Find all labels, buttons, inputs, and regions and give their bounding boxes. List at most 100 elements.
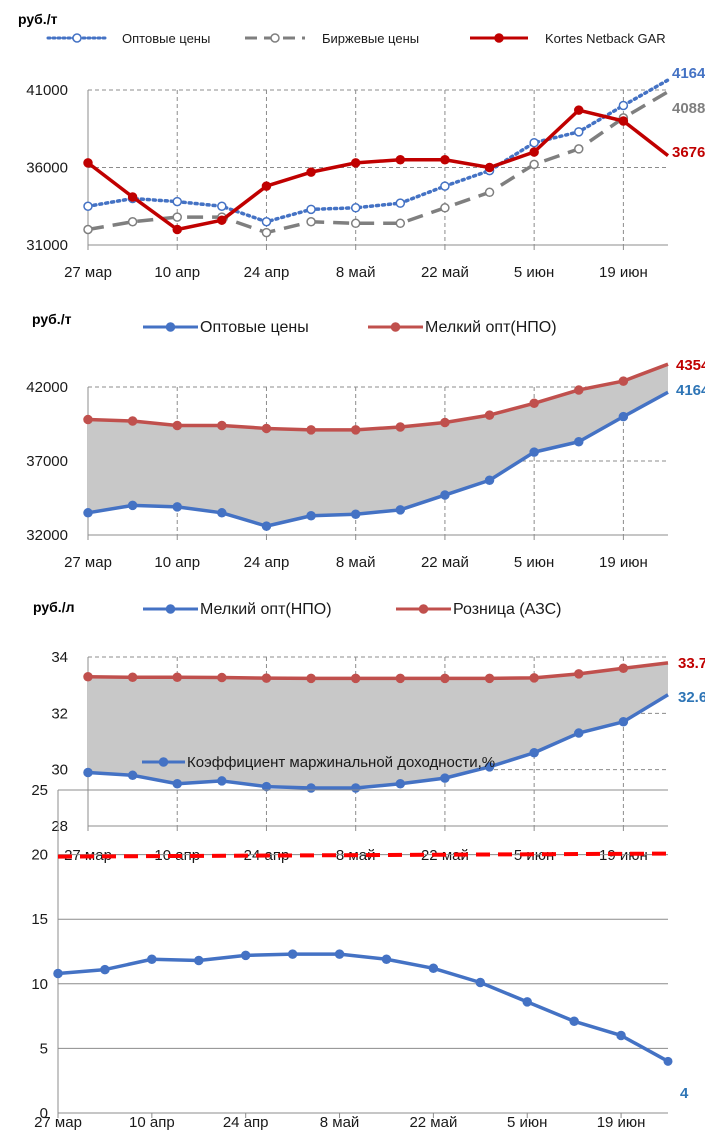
data-point [350,673,361,684]
data-point [395,673,406,684]
series-2: 43541 Мелкий опт(НПО) [83,319,705,435]
series-1: 41645 Оптовые цены [46,31,705,227]
y-tick-label: 10 [31,976,48,993]
end-value-label: 40884 [672,100,705,117]
data-point [616,1030,626,1041]
x-tick-label: 24 апр [244,264,290,281]
legend-label: Биржевые цены [322,31,419,46]
legend-label: Розница (АЗС) [453,601,562,618]
chart-1: руб./т 31000 36000 41000 27 мар 10 апр 24 апр 8… [18,11,705,281]
data-point [83,414,93,425]
data-point [217,508,227,518]
y-tick-label: 32000 [26,527,68,544]
data-point [440,490,450,500]
data-point [217,776,227,786]
legend-marker [72,33,82,43]
data-point [306,425,316,435]
data-point [217,672,227,683]
unit-label: руб./т [32,311,72,327]
series-line [57,952,669,1063]
data-point [350,158,361,168]
data-point [395,218,406,229]
series-1: 41645 Оптовые цены [83,319,705,531]
data-point [663,1056,673,1066]
data-point [440,773,450,783]
x-tick-label: 24 апр [244,554,290,571]
legend-label: Мелкий опт(НПО) [200,601,332,618]
x-tick-label: 19 июн [599,554,648,571]
data-point [395,505,406,515]
series-1: 32.66 Мелкий опт(НПО) [83,601,705,793]
data-point [440,203,450,213]
y-tick-label: 36000 [26,160,68,177]
data-point [529,748,539,758]
end-value-label: 4 [680,1085,689,1102]
data-point [484,673,495,684]
data-point [194,955,204,966]
x-tick-label: 5 июн [507,1114,547,1131]
unit-label: руб./л [33,599,74,615]
data-point [484,187,495,198]
end-value-label: 32.66 [678,689,705,706]
data-point [484,162,495,173]
data-point [618,376,629,386]
data-point [395,779,406,789]
chart-2: руб./т 32000 37000 42000 27 мар 10 апр 24 апр 8… [26,311,705,571]
spread-area [88,662,668,788]
data-point [172,196,182,207]
data-point [127,217,138,227]
legend-label: Коэффициент маржинальной доходности,% [187,754,495,771]
data-point [53,968,63,979]
data-point [350,425,361,435]
legend-label: Оптовые цены [122,31,210,46]
series-3: 36766 Kortes Netback GAR [83,31,705,235]
data-point [618,717,629,727]
data-point [127,500,138,511]
x-tick-label: 27 мар [34,1114,82,1131]
y-tick-label: 32 [51,705,68,722]
data-point [522,997,532,1007]
data-point [172,224,182,235]
data-point [83,671,93,682]
data-point [83,158,93,168]
series-line [87,390,669,528]
data-point [484,475,495,485]
y-tick-label: 5 [40,1040,48,1057]
data-point [350,203,361,213]
data-point [475,977,486,988]
legend-marker [494,33,504,43]
data-point [306,204,316,215]
series-line [87,693,669,790]
series-1: 4 Коэффициент маржинальной доходности,% [53,754,689,1102]
data-point [240,950,251,961]
x-tick-label: 8 май [336,264,376,281]
data-point [306,673,316,684]
y-tick-label: 41000 [26,82,68,99]
x-tick-label: 22 май [421,554,469,571]
data-point [261,181,272,191]
end-value-label: 41645 [672,65,705,82]
data-point [574,669,584,679]
data-point [574,105,584,115]
data-point [574,728,584,738]
data-point [261,217,272,227]
data-point [395,198,406,208]
data-point [127,770,138,781]
data-point [395,155,406,165]
data-point [261,423,272,434]
data-point [83,224,93,235]
x-tick-label: 8 май [336,554,376,571]
y-tick-label: 15 [31,911,48,928]
data-point [261,673,272,683]
end-value-label: 36766 [672,144,705,161]
data-point [217,201,227,211]
x-tick-label: 10 апр [154,554,200,571]
data-point [334,949,345,959]
y-tick-label: 30 [51,762,68,779]
legend-label: Kortes Netback GAR [545,31,666,46]
data-point [440,155,450,165]
y-tick-label: 37000 [26,453,68,470]
legend-marker [270,33,280,43]
end-value-label: 43541 [676,357,705,374]
